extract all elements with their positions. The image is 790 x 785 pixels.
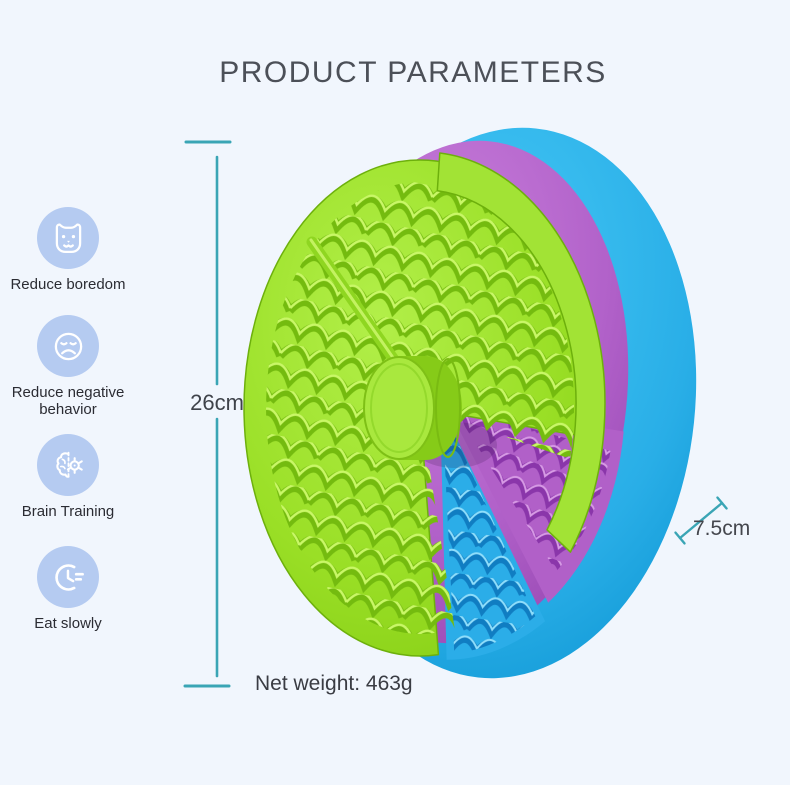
sad-face-icon [37,315,99,377]
page-title: PRODUCT PARAMETERS [219,56,607,89]
brain-gear-icon [37,434,99,496]
depth-dimension-label: 7.5cm [693,517,751,540]
net-weight-label: Net weight: 463g [255,672,413,695]
feature-eat-slowly: Eat slowly [0,546,136,633]
center-knob [363,356,462,460]
feature-label: Eat slowly [34,615,102,632]
depth-dimension-line [674,496,728,545]
feature-label: Reduce negative behavior [11,384,125,418]
feature-reduce-boredom: Reduce boredom [0,207,136,294]
feature-brain-training: Brain Training [0,434,136,521]
dog-face-icon [37,207,99,269]
feature-reduce-negative-behavior: Reduce negative behavior [0,315,136,419]
feature-label: Brain Training [21,503,115,520]
height-dimension-label: 26cm [190,390,244,415]
blue-texture-surface [440,404,546,660]
clock-icon [37,546,99,608]
feature-label: Reduce boredom [10,276,126,293]
height-dimension-line [183,140,232,688]
